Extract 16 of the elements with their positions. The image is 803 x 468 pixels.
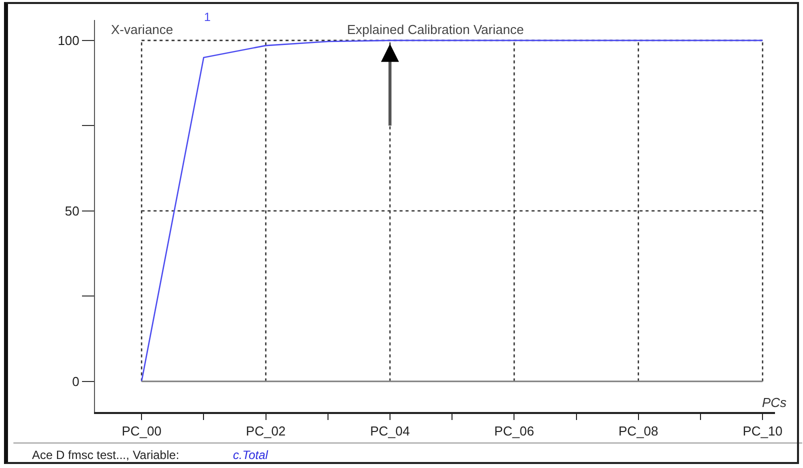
x-tick-label: PC_08	[618, 424, 658, 439]
y-axis-title: X-variance	[111, 22, 174, 37]
annotation: 1	[204, 10, 211, 24]
x-tick-label: PC_04	[370, 424, 410, 439]
x-axis-title: PCs	[762, 395, 788, 410]
y-tick-label: 100	[58, 33, 80, 48]
y-tick-label: 50	[64, 203, 80, 218]
x-tick-label: PC_06	[494, 424, 534, 439]
y-tick-label: 0	[72, 374, 80, 389]
line-series	[140, 40, 764, 382]
x-tick-label: PC_10	[742, 424, 782, 439]
text: Ace D fmsc test..., Variable:	[32, 448, 180, 462]
chart-title: Explained Calibration Variance	[347, 22, 524, 37]
x-tick-label: PC_00	[122, 424, 162, 439]
text: c.Total	[233, 448, 268, 462]
x-tick-label: PC_02	[246, 424, 286, 439]
